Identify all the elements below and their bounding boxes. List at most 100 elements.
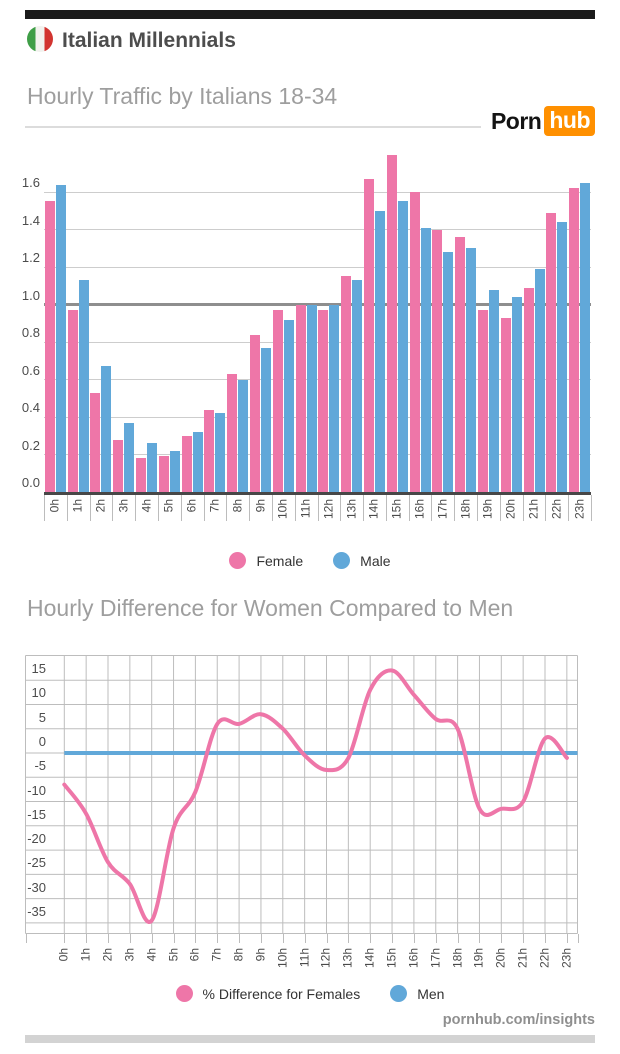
- bar-series-area: [44, 150, 591, 492]
- x-tick-label-8h: 8h: [231, 948, 246, 962]
- bar-group-2h: [90, 366, 113, 492]
- bar-group-21h: [523, 268, 546, 492]
- x-tick-label-2h: 2h: [93, 499, 108, 513]
- x-tick-label-16h: 16h: [412, 499, 427, 520]
- x-tick-mark: [217, 934, 219, 943]
- female-difference-line: [62, 668, 569, 925]
- x-tick-label-14h: 14h: [366, 499, 381, 520]
- bar-male-4h: [147, 443, 158, 492]
- x-tick-mark: [501, 934, 503, 943]
- y-tick-label: -20: [27, 831, 46, 847]
- x-tick-mark: [566, 934, 568, 943]
- y-tick-label: 0.4: [21, 400, 40, 415]
- bar-male-16h: [420, 227, 431, 492]
- bar-female-6h: [181, 435, 192, 492]
- bar-female-22h: [546, 212, 557, 492]
- bar-female-14h: [364, 178, 375, 492]
- x-tick-mark: [271, 495, 273, 521]
- x-tick-mark: [545, 934, 546, 943]
- y-tick-label: -5: [34, 758, 46, 774]
- x-tick-mark: [568, 495, 570, 521]
- x-tick-mark: [129, 934, 131, 943]
- y-tick-label: -30: [27, 879, 46, 895]
- line-chart-plot: [25, 655, 578, 934]
- x-tick-label-20h: 20h: [493, 948, 508, 969]
- bar-male-7h: [215, 413, 226, 492]
- y-tick-label: 1.4: [21, 212, 40, 228]
- bar-female-16h: [409, 192, 420, 492]
- x-tick-label-1h: 1h: [70, 499, 85, 513]
- bar-female-20h: [500, 317, 511, 492]
- bar-group-8h: [226, 373, 249, 492]
- bar-male-5h: [169, 450, 180, 492]
- bar-female-15h: [386, 154, 397, 492]
- x-tick-label-22h: 22h: [549, 499, 564, 520]
- x-tick-label-12h: 12h: [318, 948, 333, 969]
- x-tick-label-19h: 19h: [471, 948, 486, 969]
- x-tick-label-21h: 21h: [526, 499, 541, 520]
- x-tick-label-20h: 20h: [503, 499, 518, 520]
- x-tick-label-10h: 10h: [275, 499, 290, 520]
- y-tick-label: -15: [27, 806, 46, 822]
- x-tick-label-2h: 2h: [100, 948, 115, 962]
- bar-male-20h: [511, 297, 522, 492]
- bar-female-21h: [523, 287, 534, 492]
- x-tick-mark: [392, 934, 394, 943]
- y-tick-label: 10: [31, 685, 46, 701]
- x-tick-mark: [151, 934, 153, 943]
- x-tick-mark: [370, 934, 372, 943]
- y-tick-label: 0.0: [21, 475, 40, 490]
- gridline: [44, 454, 591, 455]
- bar-female-2h: [90, 392, 101, 492]
- gridline: [44, 341, 591, 343]
- line-chart-title: Hourly Difference for Women Compared to …: [27, 595, 514, 621]
- bar-group-20h: [500, 297, 523, 492]
- pornhub-logo: Porn hub: [491, 106, 595, 136]
- bar-male-15h: [397, 201, 408, 492]
- x-tick-mark: [304, 934, 306, 943]
- x-tick-mark: [203, 495, 205, 521]
- bar-group-12h: [318, 304, 341, 492]
- bar-group-16h: [409, 192, 432, 492]
- bar-group-3h: [112, 422, 135, 492]
- x-tick-mark: [457, 934, 459, 943]
- x-tick-mark: [477, 495, 479, 521]
- legend-dot-icon: [229, 552, 247, 569]
- x-tick-mark: [435, 934, 437, 943]
- x-tick-mark: [454, 495, 456, 521]
- x-tick-mark: [282, 934, 284, 943]
- x-tick-mark: [64, 934, 66, 943]
- legend-item: Female: [229, 552, 303, 569]
- bar-group-4h: [135, 443, 158, 492]
- bar-group-15h: [386, 154, 409, 492]
- bar-group-1h: [67, 280, 90, 492]
- bar-female-13h: [341, 276, 352, 492]
- y-tick-label: -25: [27, 855, 46, 871]
- reference-line-1.0: [44, 303, 591, 306]
- x-tick-mark: [66, 495, 68, 521]
- x-tick-mark: [499, 495, 501, 521]
- x-tick-mark: [363, 495, 365, 521]
- x-tick-label-1h: 1h: [78, 948, 93, 962]
- legend-dot-icon: [390, 985, 408, 1002]
- legend-dot-icon: [175, 985, 193, 1002]
- bar-male-23h: [580, 182, 591, 492]
- x-tick-label-10h: 10h: [275, 948, 290, 969]
- footer-url: pornhub.com/insights: [442, 1012, 595, 1028]
- x-tick-label-18h: 18h: [458, 499, 473, 520]
- x-tick-mark: [523, 934, 525, 943]
- x-tick-label-14h: 14h: [362, 948, 377, 969]
- x-tick-label-13h: 13h: [344, 499, 359, 520]
- y-tick-label: 1.6: [21, 175, 40, 190]
- x-tick-label-5h: 5h: [161, 499, 176, 513]
- bar-group-22h: [546, 212, 569, 492]
- top-divider-bar: [25, 10, 595, 19]
- gridline: [44, 191, 591, 193]
- bar-group-11h: [295, 304, 318, 492]
- x-tick-label-21h: 21h: [515, 948, 530, 969]
- bar-male-11h: [306, 304, 317, 492]
- x-tick-label-15h: 15h: [389, 499, 404, 520]
- x-tick-label-11h: 11h: [298, 499, 313, 519]
- bar-group-0h: [44, 184, 67, 492]
